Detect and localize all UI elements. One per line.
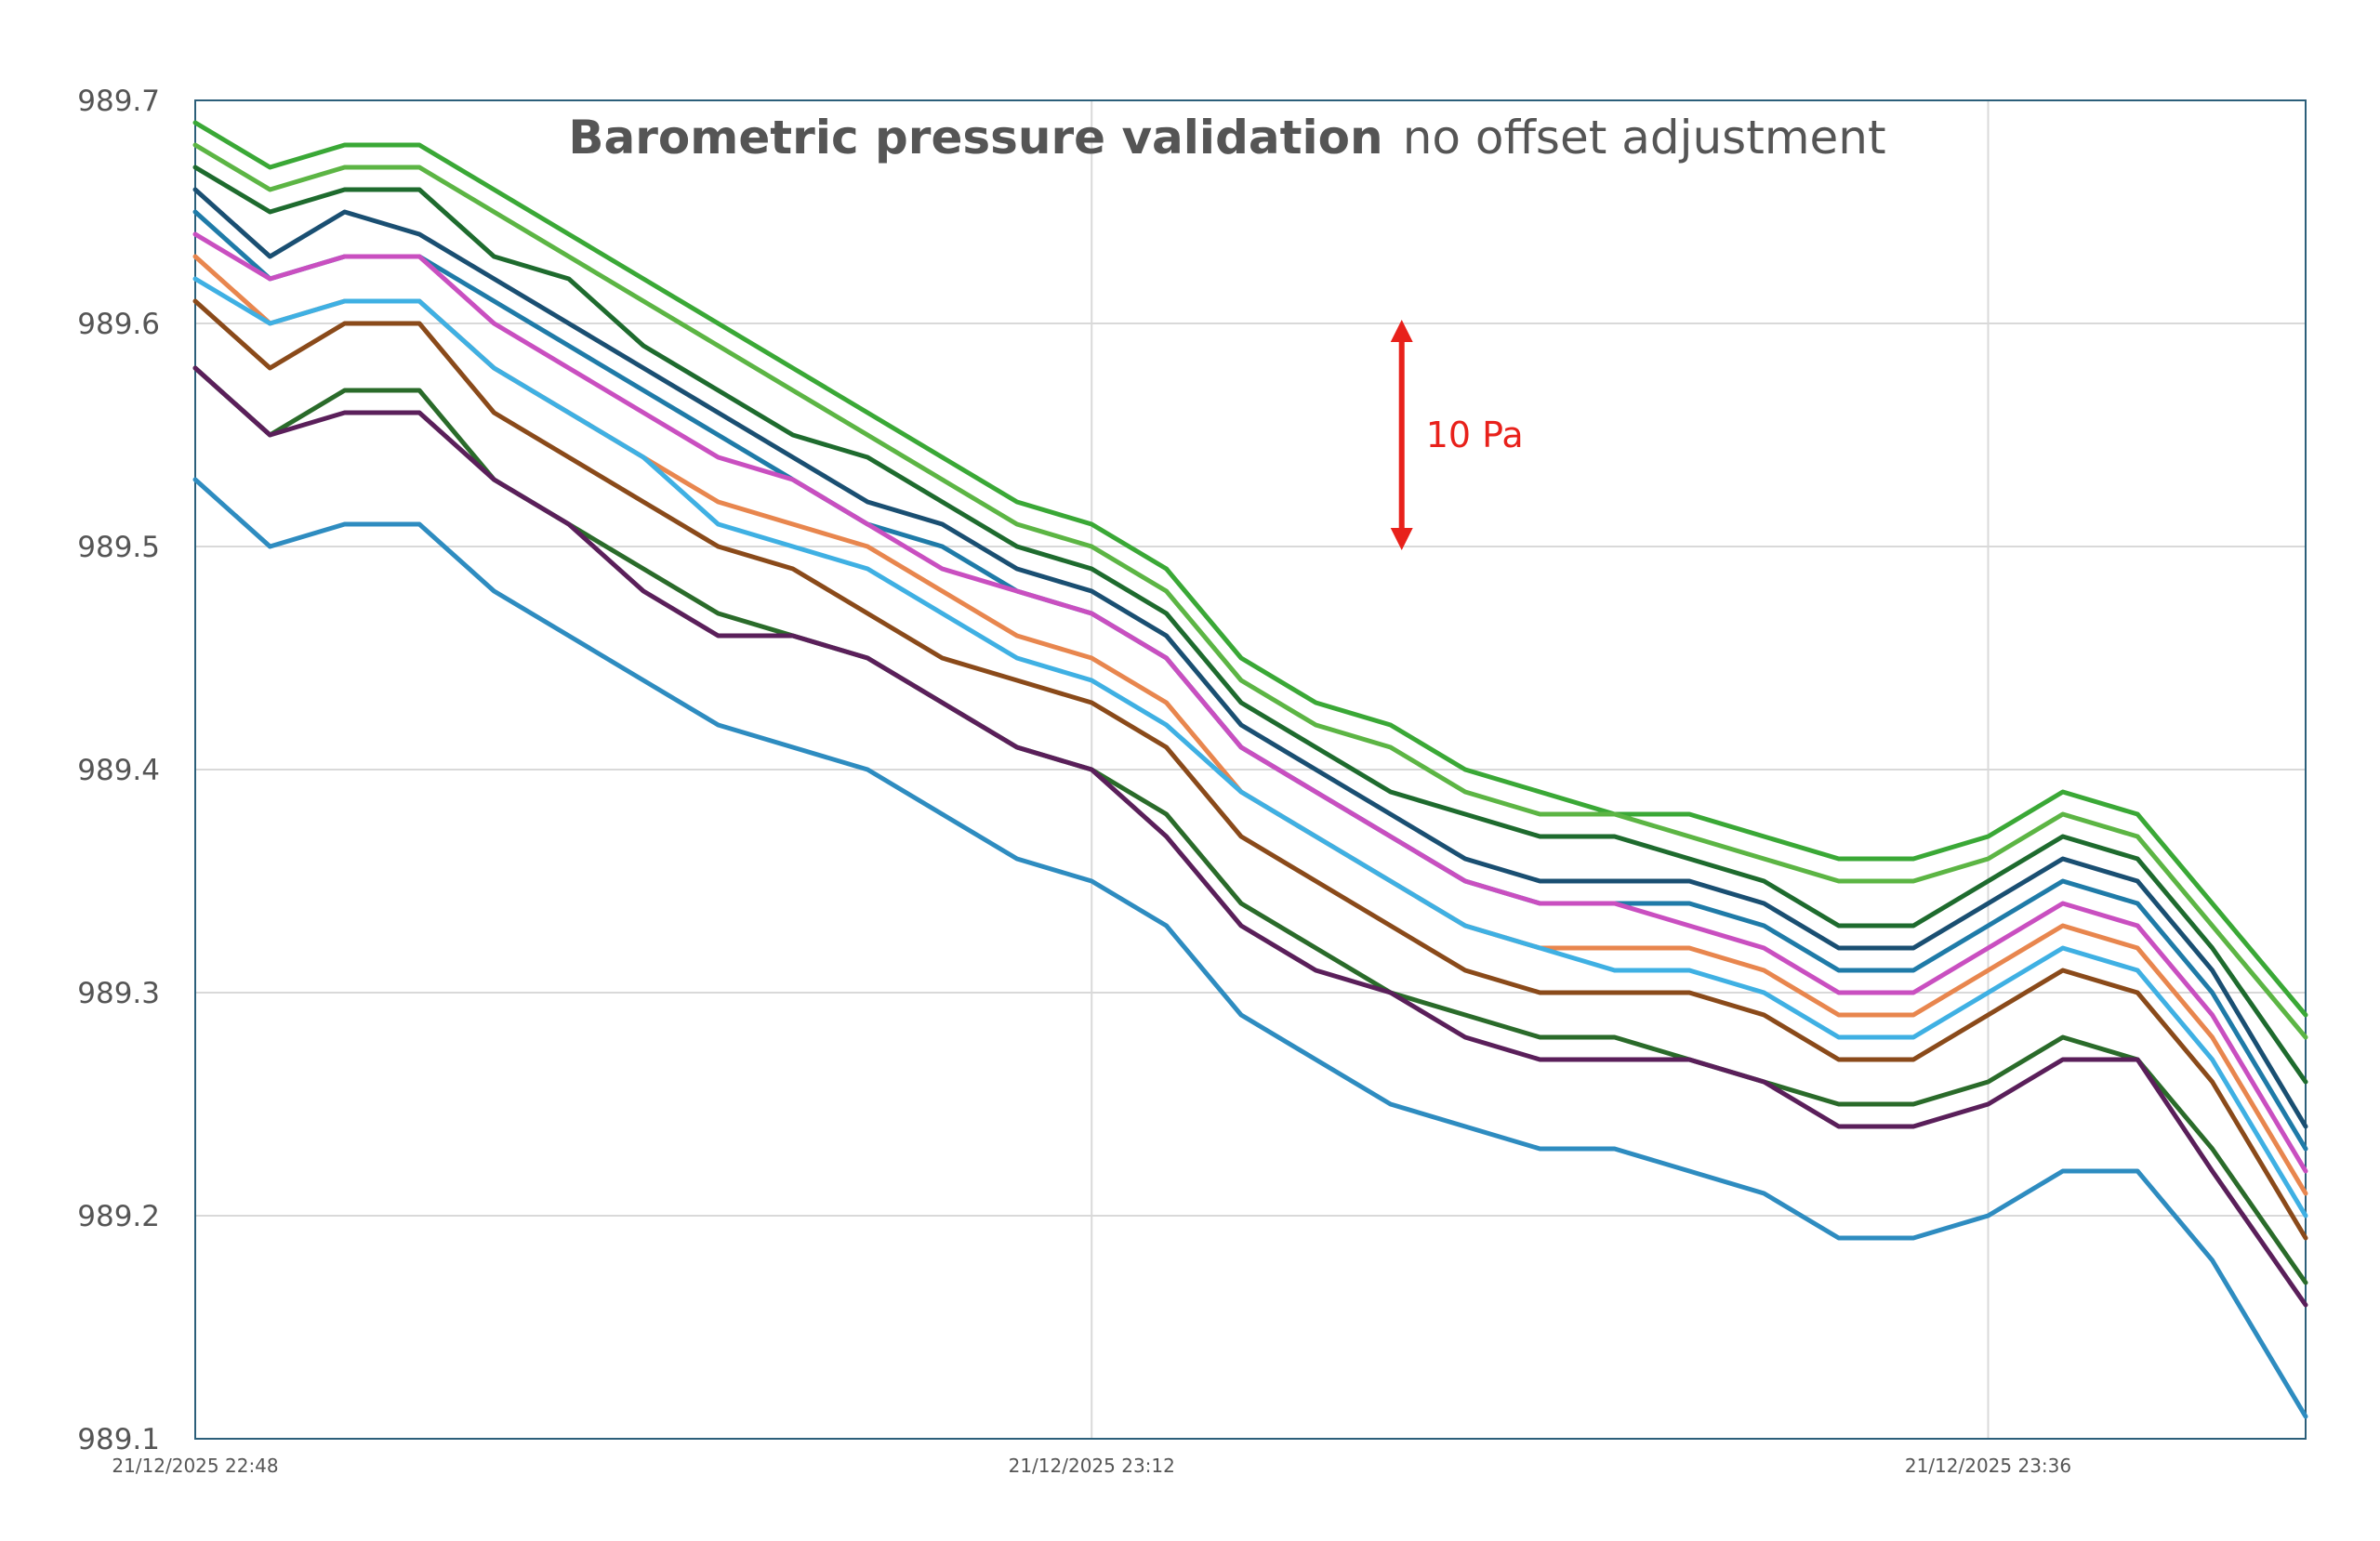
grid-lines xyxy=(194,99,2306,1440)
x-axis-ticks: 21/12/2025 22:48 21/12/2025 23:12 21/12/20… xyxy=(112,1455,2071,1477)
annotation-label: 10 Pa xyxy=(1426,415,1524,455)
series-line-3 xyxy=(192,165,2308,1085)
y-tick-label: 989.7 xyxy=(77,85,160,118)
y-tick-label: 989.4 xyxy=(77,754,160,787)
series-line-10 xyxy=(192,365,2308,1285)
series-layer xyxy=(192,120,2308,1419)
y-tick-label: 989.2 xyxy=(77,1200,160,1233)
series-line-11 xyxy=(192,365,2308,1308)
series-line-12 xyxy=(192,477,2308,1419)
series-line-8 xyxy=(192,276,2308,1218)
annotation-arrow-head-up xyxy=(1390,320,1413,342)
x-tick-label: 21/12/2025 22:48 xyxy=(112,1455,278,1477)
x-tick-label: 21/12/2025 23:36 xyxy=(1905,1455,2071,1477)
series-line-1 xyxy=(192,120,2308,1018)
y-tick-label: 989.3 xyxy=(77,977,160,1010)
title-bold: Barometric pressure validation xyxy=(568,111,1382,165)
annotation-10pa: 10 Pa xyxy=(1390,320,1524,550)
y-tick-label: 989.6 xyxy=(77,308,160,341)
y-tick-label: 989.5 xyxy=(77,531,160,564)
series-line-5 xyxy=(192,209,2308,1152)
series-line-7 xyxy=(192,254,2308,1196)
y-axis-ticks: 989.1 989.2 989.3 989.4 989.5 989.6 989.7 xyxy=(77,85,160,1456)
y-tick-label: 989.1 xyxy=(77,1423,160,1456)
plot-area-frame xyxy=(194,99,2307,1440)
series-line-6 xyxy=(192,231,2308,1174)
series-line-2 xyxy=(192,142,2308,1040)
annotation-arrow-head-down xyxy=(1390,528,1413,550)
series-line-9 xyxy=(192,298,2308,1241)
series-line-4 xyxy=(192,187,2308,1129)
chart-title: Barometric pressure validation no offset… xyxy=(568,111,1885,165)
title-subtitle: no offset adjustment xyxy=(1403,111,1886,165)
x-tick-label: 21/12/2025 23:12 xyxy=(1009,1455,1175,1477)
